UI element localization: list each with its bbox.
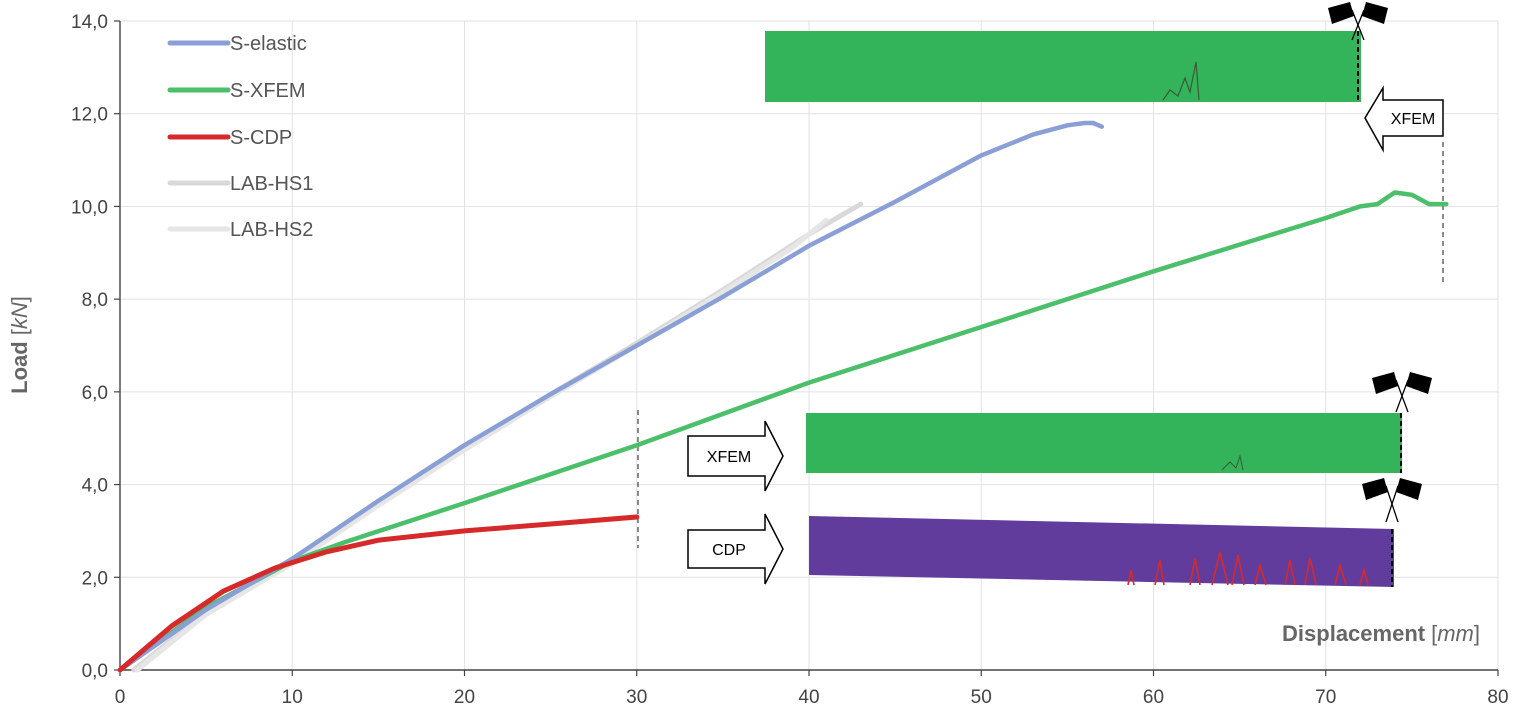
x-tick-label: 80 bbox=[1487, 687, 1508, 708]
series-line-s-cdp bbox=[117, 514, 640, 673]
annotation-arrow-xfem-left: XFEM bbox=[1364, 85, 1444, 153]
specimen-image-xfem bbox=[806, 372, 1432, 473]
x-axis-title-unit: mm bbox=[1437, 621, 1474, 646]
legend-label-s-elastic: S-elastic bbox=[230, 33, 307, 55]
fracture-icon-top bbox=[1328, 2, 1388, 41]
x-tick-label: 50 bbox=[971, 687, 992, 708]
series-line-s-xfem bbox=[117, 190, 1449, 673]
x-tick-label: 0 bbox=[115, 687, 126, 708]
specimen-image-cdp bbox=[809, 478, 1422, 587]
specimen-cdp-bar bbox=[809, 516, 1394, 587]
legend-label-lab-hs2: LAB-HS2 bbox=[230, 219, 313, 241]
x-tick-label: 60 bbox=[1143, 687, 1164, 708]
x-tick-label: 30 bbox=[626, 687, 647, 708]
y-axis-title-unit: kN bbox=[7, 302, 32, 329]
legend: S-elastic S-XFEM S-CDP LAB-HS1 LAB-HS2 bbox=[167, 33, 313, 241]
annotation-label-xfem-right: XFEM bbox=[707, 449, 751, 466]
x-tick-label: 40 bbox=[798, 687, 819, 708]
specimen-image-top bbox=[765, 2, 1388, 102]
fracture-icon-bottom bbox=[1362, 478, 1422, 523]
series-line-lab-hs2 bbox=[134, 217, 829, 673]
y-tick-label: 12,0 bbox=[71, 105, 108, 126]
y-axis-title: Load[kN] bbox=[7, 296, 32, 394]
series-line-s-elastic bbox=[117, 120, 1105, 673]
y-tick-label: 6,0 bbox=[82, 383, 108, 404]
annotation-arrow-xfem-right: XFEM bbox=[687, 420, 784, 492]
legend-label-s-xfem: S-XFEM bbox=[230, 80, 306, 102]
x-axis-title: Displacement [mm] bbox=[1282, 621, 1480, 646]
specimen-xfem-bar bbox=[806, 413, 1402, 473]
fracture-icon-middle bbox=[1372, 372, 1432, 413]
legend-label-lab-hs1: LAB-HS1 bbox=[230, 173, 313, 195]
y-tick-label: 0,0 bbox=[82, 661, 108, 682]
x-tick-label: 70 bbox=[1315, 687, 1336, 708]
ticks: 0 10 20 30 40 50 60 70 80 0,0 2,0 4,0 6,0 8,0 10,0 12,0… bbox=[71, 12, 1509, 708]
annotation-label-cdp-right: CDP bbox=[712, 542, 746, 559]
y-tick-label: 2,0 bbox=[82, 568, 108, 589]
annotation-arrow-cdp-right: CDP bbox=[687, 513, 784, 585]
series-layer bbox=[117, 120, 1449, 673]
x-axis-title-main: Displacement bbox=[1282, 621, 1426, 646]
legend-label-s-cdp: S-CDP bbox=[230, 127, 292, 149]
y-axis-title-main: Load bbox=[7, 341, 32, 394]
x-tick-label: 10 bbox=[282, 687, 303, 708]
grid bbox=[120, 20, 1499, 670]
y-tick-label: 8,0 bbox=[82, 290, 108, 311]
specimen-xfem-top-bar bbox=[765, 31, 1361, 102]
y-tick-label: 4,0 bbox=[82, 476, 108, 497]
annotation-label-xfem-left: XFEM bbox=[1391, 111, 1435, 128]
y-tick-label: 10,0 bbox=[71, 197, 108, 218]
y-tick-label: 14,0 bbox=[71, 12, 108, 33]
x-tick-label: 20 bbox=[454, 687, 475, 708]
axes bbox=[114, 20, 1499, 676]
